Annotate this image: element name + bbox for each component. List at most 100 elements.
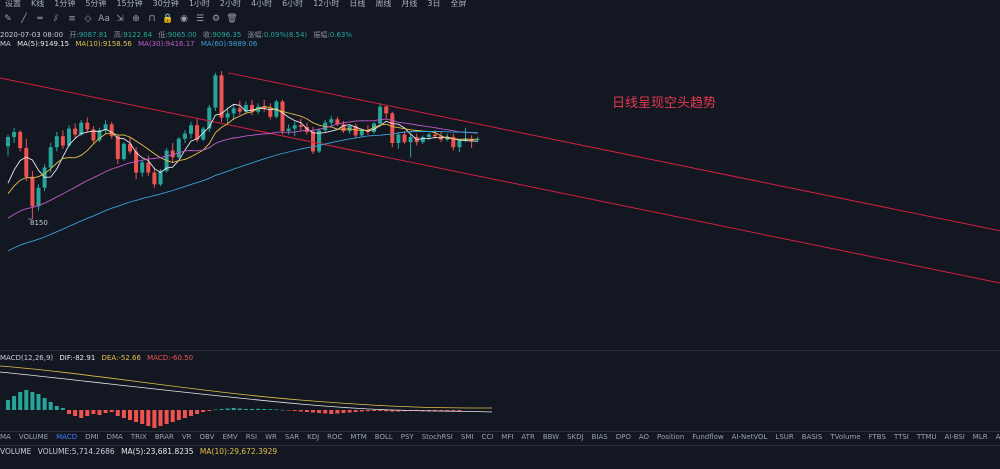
indicator-tab[interactable]: FTBS [868, 433, 886, 441]
toolbar-item[interactable]: 6小时 [282, 0, 304, 8]
text-icon[interactable]: Aa [98, 14, 110, 24]
indicator-tab[interactable]: AI-PD [995, 433, 1000, 441]
macd-bar [54, 406, 59, 410]
channel-icon[interactable]: ⫽ [53, 14, 58, 24]
candle-body [6, 137, 10, 147]
zoom-icon[interactable]: ⊕ [132, 14, 140, 24]
indicator-tab[interactable]: SMI [460, 433, 474, 441]
macd-bar [256, 408, 261, 410]
candle-body [225, 113, 230, 118]
indicator-tab[interactable]: BOLL [374, 433, 393, 441]
indicator-tab[interactable]: BASIS [801, 433, 823, 441]
toolbar-item[interactable]: 30分钟 [152, 0, 179, 8]
toolbar-item[interactable]: 4小时 [251, 0, 273, 8]
indicator-tab[interactable]: StochRSI [421, 433, 453, 441]
indicator-tab[interactable]: SAR [284, 433, 300, 441]
toolbar-item[interactable]: 1分钟 [54, 0, 76, 8]
indicator-tab[interactable]: VOLUME [18, 433, 49, 441]
indicator-tab[interactable]: DMI [85, 433, 99, 441]
ma60-line [7, 130, 478, 252]
toolbar-item[interactable]: 周线 [375, 0, 392, 8]
indicator-tab[interactable]: MA [0, 433, 11, 441]
fib-icon[interactable]: ≡ [68, 14, 76, 24]
delete-icon[interactable]: 🗑 [226, 14, 238, 24]
indicator-tab[interactable]: MLR [972, 433, 988, 441]
toolbar-item[interactable]: 5分钟 [85, 0, 107, 8]
toolbar-item[interactable]: 全屏 [450, 0, 467, 8]
candle-body [213, 75, 218, 108]
indicator-tab[interactable]: WR [265, 433, 277, 441]
legend-low: 9065.00 [167, 31, 197, 39]
candle-body [24, 148, 29, 177]
candle-body [457, 140, 462, 148]
indicator-tab[interactable]: Position [657, 433, 685, 441]
lock-icon[interactable]: 🔒 [162, 14, 174, 24]
indicator-tab[interactable]: AI-NetVOL [731, 433, 768, 441]
toolbar-item[interactable]: 1小时 [188, 0, 210, 8]
indicator-tab[interactable]: PSY [400, 433, 414, 441]
measure-icon[interactable]: ⇲ [116, 14, 124, 24]
macd-bar [365, 410, 370, 412]
indicator-tab[interactable]: ROC [327, 433, 343, 441]
toolbar-item[interactable]: 2小时 [219, 0, 241, 8]
candle-body [30, 176, 35, 207]
candle-body [182, 133, 187, 139]
indicator-tab[interactable]: AO [638, 433, 650, 441]
shapes-icon[interactable]: ◇ [84, 14, 92, 24]
toolbar-item[interactable]: 日线 [349, 0, 366, 8]
indicator-tab[interactable]: BBW [542, 433, 560, 441]
indicator-tab[interactable]: ATR [521, 433, 535, 441]
volume-value: VOLUME:5,714.2686 [37, 447, 115, 456]
indicator-tab[interactable]: EMV [222, 433, 238, 441]
indicator-tab[interactable]: MACD [56, 433, 78, 441]
indicator-tab[interactable]: SKDJ [567, 433, 584, 441]
indicator-tab[interactable]: MFI [501, 433, 514, 441]
toolbar-item[interactable]: 15分钟 [116, 0, 143, 8]
indicator-tab[interactable]: VR [181, 433, 192, 441]
settings-icon[interactable]: ⚙ [211, 14, 221, 24]
macd-bar [134, 410, 139, 422]
indicator-tab[interactable]: AI-BSI [944, 433, 965, 441]
ma5-value: MA(5):9149.15 [17, 40, 70, 48]
pencil-icon[interactable]: ✎ [4, 14, 12, 24]
indicator-tab[interactable]: KDJ [307, 433, 320, 441]
indicator-tab[interactable]: BRAR [154, 433, 174, 441]
candle-body [18, 131, 23, 149]
indicator-tab[interactable]: TVolume [830, 433, 861, 441]
trendline-icon[interactable]: ╱ [21, 14, 27, 24]
macd-bar [79, 410, 84, 418]
indicator-tab[interactable]: RSI [245, 433, 258, 441]
indicator-tab[interactable]: LSUR [775, 433, 794, 441]
indicator-tab[interactable]: BIAS [591, 433, 608, 441]
macd-bar [384, 410, 389, 412]
macd-bar [182, 410, 187, 418]
indicator-tab[interactable]: DPO [615, 433, 631, 441]
layers-icon[interactable]: ☰ [195, 14, 205, 24]
candle-body [128, 143, 132, 152]
eye-icon[interactable]: ◉ [180, 14, 188, 24]
hline-icon[interactable]: ═ [37, 14, 43, 24]
toolbar-item[interactable]: 3日 [427, 0, 441, 8]
toolbar-item[interactable]: 12小时 [313, 0, 340, 8]
candle-body [176, 138, 181, 158]
indicator-tab[interactable]: TTSI [893, 433, 909, 441]
toolbar-item[interactable]: K线 [31, 0, 45, 8]
indicator-tab[interactable]: TRIX [130, 433, 147, 441]
indicator-tab[interactable]: TTMU [916, 433, 937, 441]
indicator-tab[interactable]: DMA [106, 433, 123, 441]
indicator-tab[interactable]: Fundflow [692, 433, 724, 441]
macd-bar [164, 410, 169, 424]
indicator-tab[interactable]: OBV [199, 433, 215, 441]
toolbar-item[interactable]: 设置 [5, 0, 21, 8]
magnet-icon[interactable]: ⊓ [148, 14, 156, 24]
candle-body [341, 124, 346, 132]
candle-body [231, 108, 236, 114]
toolbar-item[interactable]: 月线 [401, 0, 418, 8]
indicator-tab[interactable]: CCI [481, 433, 494, 441]
indicator-tab[interactable]: MTM [350, 433, 367, 441]
legend-open: 9087.81 [78, 31, 108, 39]
low-price-marker: 8150 [30, 219, 48, 227]
macd-bar [298, 410, 303, 412]
candle-body [67, 128, 71, 146]
